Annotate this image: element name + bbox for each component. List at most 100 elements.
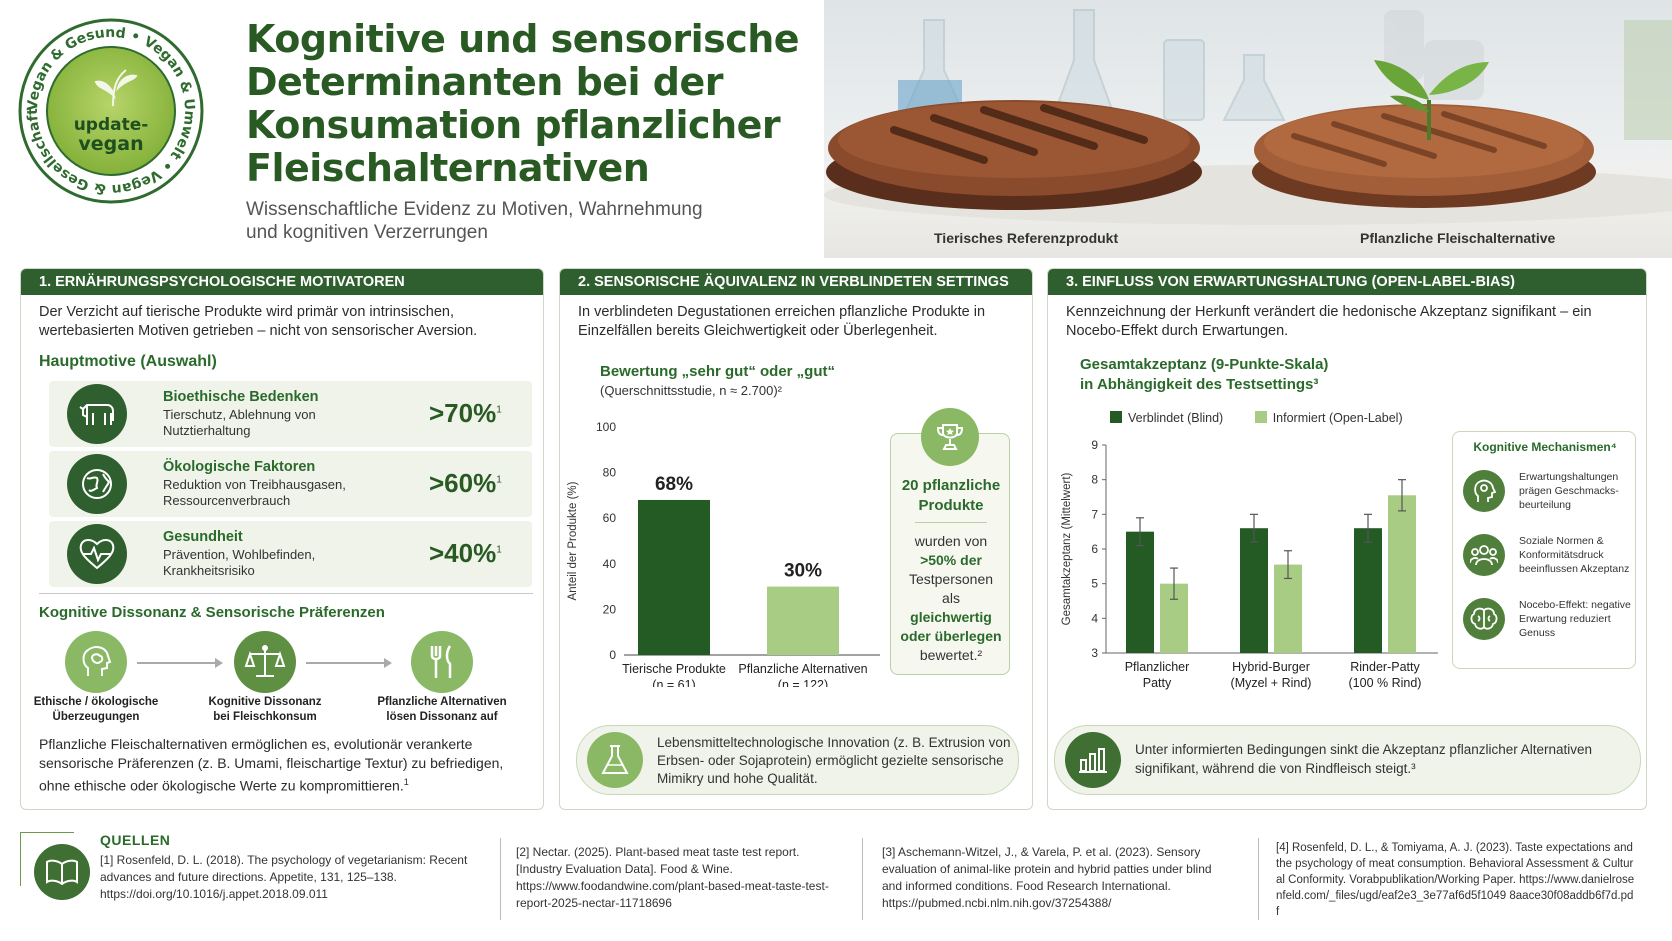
panel2-heading: 2. SENSORISCHE ÄQUIVALENZ IN VERBLINDETE… — [560, 269, 1032, 295]
y-tick-label: 100 — [596, 420, 616, 434]
refs-rule — [20, 832, 74, 833]
mechanism-item: Soziale Normen & Konformitätsdruck beein… — [1463, 534, 1633, 578]
ref-separator — [862, 838, 863, 920]
cow-icon — [67, 384, 127, 444]
bar-chart-icon — [1065, 732, 1121, 788]
legend-swatch-blind — [1110, 411, 1122, 423]
panel1-heading: 1. ERNÄHRUNGSPSYCHOLOGISCHE MOTIVATOREN — [21, 269, 543, 295]
trophy-icon — [921, 408, 979, 466]
motive-title: Ökologische Faktoren — [163, 459, 316, 475]
chart2-title: Gesamtakzeptanz (9-Punkte-Skala) in Abhä… — [1080, 356, 1329, 393]
y-tick-label: 5 — [1091, 577, 1098, 591]
result-note: Unter informierten Bedingungen sinkt die… — [1054, 725, 1641, 795]
chart-blind-rating: 0 20 40 60 80 100 Anteil der Produkte (%) 68% Ti… — [567, 420, 880, 687]
ref-separator — [1258, 838, 1259, 920]
x-tick-label: (n = 61) — [652, 678, 695, 687]
x-tick-label: (Myzel + Rind) — [1231, 676, 1312, 690]
motive-percent: >40%1 — [429, 538, 502, 568]
flow-arrow — [306, 658, 392, 668]
legend: Verblindet (Blind) Informiert (Open-Labe… — [1110, 411, 1403, 425]
y-tick-label: 60 — [603, 511, 617, 525]
y-tick-label: 40 — [603, 557, 617, 571]
badge-logo-line2: vegan — [78, 133, 143, 155]
legend-swatch-informed — [1254, 411, 1267, 423]
fork-knife-icon — [411, 631, 473, 693]
y-tick-label: 20 — [603, 602, 617, 616]
chart1-title: Bewertung „sehr gut“ oder „gut“ — [600, 363, 836, 380]
innovation-note: Lebensmitteltechnologische Innovation (z… — [576, 725, 1019, 795]
flow-label: Ethische / ökologische Überzeugungen — [33, 696, 159, 723]
refs-heading: QUELLEN — [100, 832, 171, 848]
y-tick-label: 80 — [603, 466, 617, 480]
bar — [767, 586, 839, 655]
data-label: 30% — [784, 561, 822, 582]
box-title: 20 pflanzliche Produkte — [901, 477, 1001, 514]
divider — [39, 593, 533, 594]
sprout-icon — [1374, 60, 1489, 140]
heart-pulse-icon — [67, 524, 127, 584]
motive-title: Gesundheit — [163, 529, 243, 545]
people-group-icon — [1463, 534, 1505, 576]
ref-separator — [500, 838, 501, 920]
x-tick-label: (100 % Rind) — [1349, 676, 1422, 690]
panel1-intro: Der Verzicht auf tierische Produkte wird… — [39, 304, 478, 339]
dissonance-heading: Kognitive Dissonanz & Sensorische Präfer… — [39, 604, 385, 621]
mechanism-item: Nocebo-Effekt: negative Erwartung reduzi… — [1463, 598, 1633, 642]
brain-icon — [1463, 598, 1505, 640]
leaf-sprout-icon — [94, 69, 138, 107]
y-tick-label: 7 — [1091, 507, 1098, 521]
bar — [1126, 531, 1154, 653]
box-divider — [915, 522, 987, 523]
panel1-conclusion: Pflanzliche Fleischalternativen ermöglic… — [39, 736, 504, 794]
legend-label-blind: Verblindet (Blind) — [1128, 411, 1224, 425]
bar — [1274, 564, 1302, 653]
y-tick-label: 3 — [1091, 646, 1098, 660]
motive-desc: Reduktion von Treibhausgasen, Ressourcen… — [163, 477, 346, 508]
y-tick-label: 8 — [1091, 473, 1098, 487]
references: QUELLEN [1] Rosenfeld, D. L. (2018). The… — [20, 832, 1660, 932]
y-tick-label: 6 — [1091, 542, 1098, 556]
x-tick-label: Pflanzliche Alternativen — [738, 662, 867, 676]
reference-item: [2] Nectar. (2025). Plant-based meat tas… — [516, 845, 829, 910]
open-book-icon — [34, 844, 90, 900]
reference-item: [3] Aschemann-Witzel, J., & Varela, P. e… — [882, 845, 1212, 910]
panel-motivators: 1. ERNÄHRUNGSPSYCHOLOGISCHE MOTIVATOREN … — [20, 268, 544, 810]
badge-logo-line1: update- — [74, 115, 149, 135]
motive-title: Bioethische Bedenken — [163, 389, 319, 405]
page-title: Kognitive und sensorische Determinanten … — [246, 17, 800, 190]
motive-card: Gesundheit Prävention, Wohlbefinden, Kra… — [49, 521, 532, 587]
x-tick-label: Patty — [1143, 676, 1172, 690]
x-tick-label: Rinder-Patty — [1350, 660, 1420, 674]
flow-label: Kognitive Dissonanz bei Fleischkonsum — [208, 696, 322, 723]
flow-label: Pflanzliche Alternativen lösen Dissonanz … — [377, 696, 507, 723]
motives-heading: Hauptmotive (Auswahl) — [39, 353, 217, 370]
legend-label-informed: Informiert (Open-Label) — [1272, 411, 1403, 425]
motive-percent: >70%1 — [429, 398, 502, 428]
x-tick-label: Pflanzlicher — [1125, 660, 1190, 674]
panel-sensory-equivalence: 2. SENSORISCHE ÄQUIVALENZ IN VERBLINDETE… — [559, 268, 1033, 810]
globe-icon — [67, 454, 127, 514]
bar — [1240, 528, 1268, 653]
update-vegan-badge: Vegan & Gesund • Vegan & Umwelt • Vegan … — [11, 6, 204, 204]
panel3-heading: 3. EINFLUSS VON ERWARTUNGSHALTUNG (OPEN-… — [1048, 269, 1646, 295]
panel2-intro: In verblindeten Degustationen erreichen … — [578, 304, 986, 339]
motive-desc: Tierschutz, Ablehnung von Nutztierhaltun… — [163, 407, 316, 438]
x-tick-label: (n = 122) — [778, 678, 828, 687]
y-tick-label: 9 — [1091, 438, 1098, 452]
mechanisms-heading: Kognitive Mechanismen⁴ — [1473, 440, 1617, 454]
hero-caption-left: Tierisches Referenzprodukt — [934, 230, 1119, 246]
mechanism-text: Soziale Normen & Konformitätsdruck beein… — [1519, 535, 1630, 575]
chart1-subtitle: (Querschnittsstudie, n ≈ 2.700)² — [600, 383, 782, 398]
hero-caption-right: Pflanzliche Fleischalternative — [1360, 230, 1556, 246]
flow-arrow — [137, 658, 223, 668]
bar — [1388, 495, 1416, 653]
x-tick-label: Tierische Produkte — [622, 662, 726, 676]
x-tick-label: Hybrid-Burger — [1232, 660, 1310, 674]
brain-head-icon — [65, 631, 127, 693]
motive-percent: >60%1 — [429, 468, 502, 498]
reference-item: [1] Rosenfeld, D. L. (2018). The psychol… — [100, 853, 468, 901]
panel-expectation-bias: 3. EINFLUSS VON ERWARTUNGSHALTUNG (OPEN-… — [1047, 268, 1647, 810]
bar — [638, 499, 710, 655]
panel3-intro: Kennzeichnung der Herkunft verändert die… — [1066, 304, 1592, 339]
mechanisms-box: Kognitive Mechanismen⁴ Erwartungshaltung… — [1452, 431, 1636, 669]
